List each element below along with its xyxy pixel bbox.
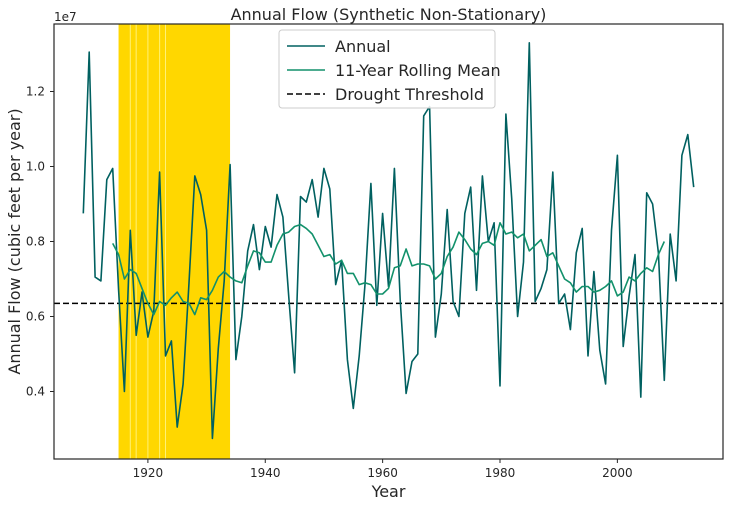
x-axis-label: Year	[371, 482, 406, 501]
legend-label-annual: Annual	[335, 37, 391, 56]
y-tick-label: 0.6	[26, 310, 45, 324]
y-tick-label: 0.8	[26, 235, 45, 249]
x-tick-label: 1920	[133, 466, 164, 480]
axis-ticks: 1920 1940 1960 1980 2000 0.4 0.6 0.8 1.0 1.2	[26, 85, 633, 481]
x-tick-label: 1960	[367, 466, 398, 480]
plot-area	[54, 24, 723, 459]
y-tick-label: 1.0	[26, 160, 45, 174]
rolling-mean-line	[111, 222, 666, 316]
x-tick-label: 1980	[485, 466, 516, 480]
y-tick-label: 0.4	[26, 385, 45, 399]
y-tick-label: 1.2	[26, 85, 45, 99]
chart-title: Annual Flow (Synthetic Non-Stationary)	[231, 5, 547, 24]
x-tick-label: 1940	[250, 466, 281, 480]
y-axis-label: Annual Flow (cubic feet per year)	[5, 108, 24, 374]
legend-box	[278, 29, 496, 109]
legend: Annual 11-Year Rolling Mean Drought Thre…	[278, 29, 501, 109]
legend-label-rolling-mean: 11-Year Rolling Mean	[335, 61, 501, 80]
y-axis-offset-label: 1e7	[54, 10, 77, 24]
legend-label-drought-threshold: Drought Threshold	[335, 85, 484, 104]
x-tick-label: 2000	[602, 466, 633, 480]
